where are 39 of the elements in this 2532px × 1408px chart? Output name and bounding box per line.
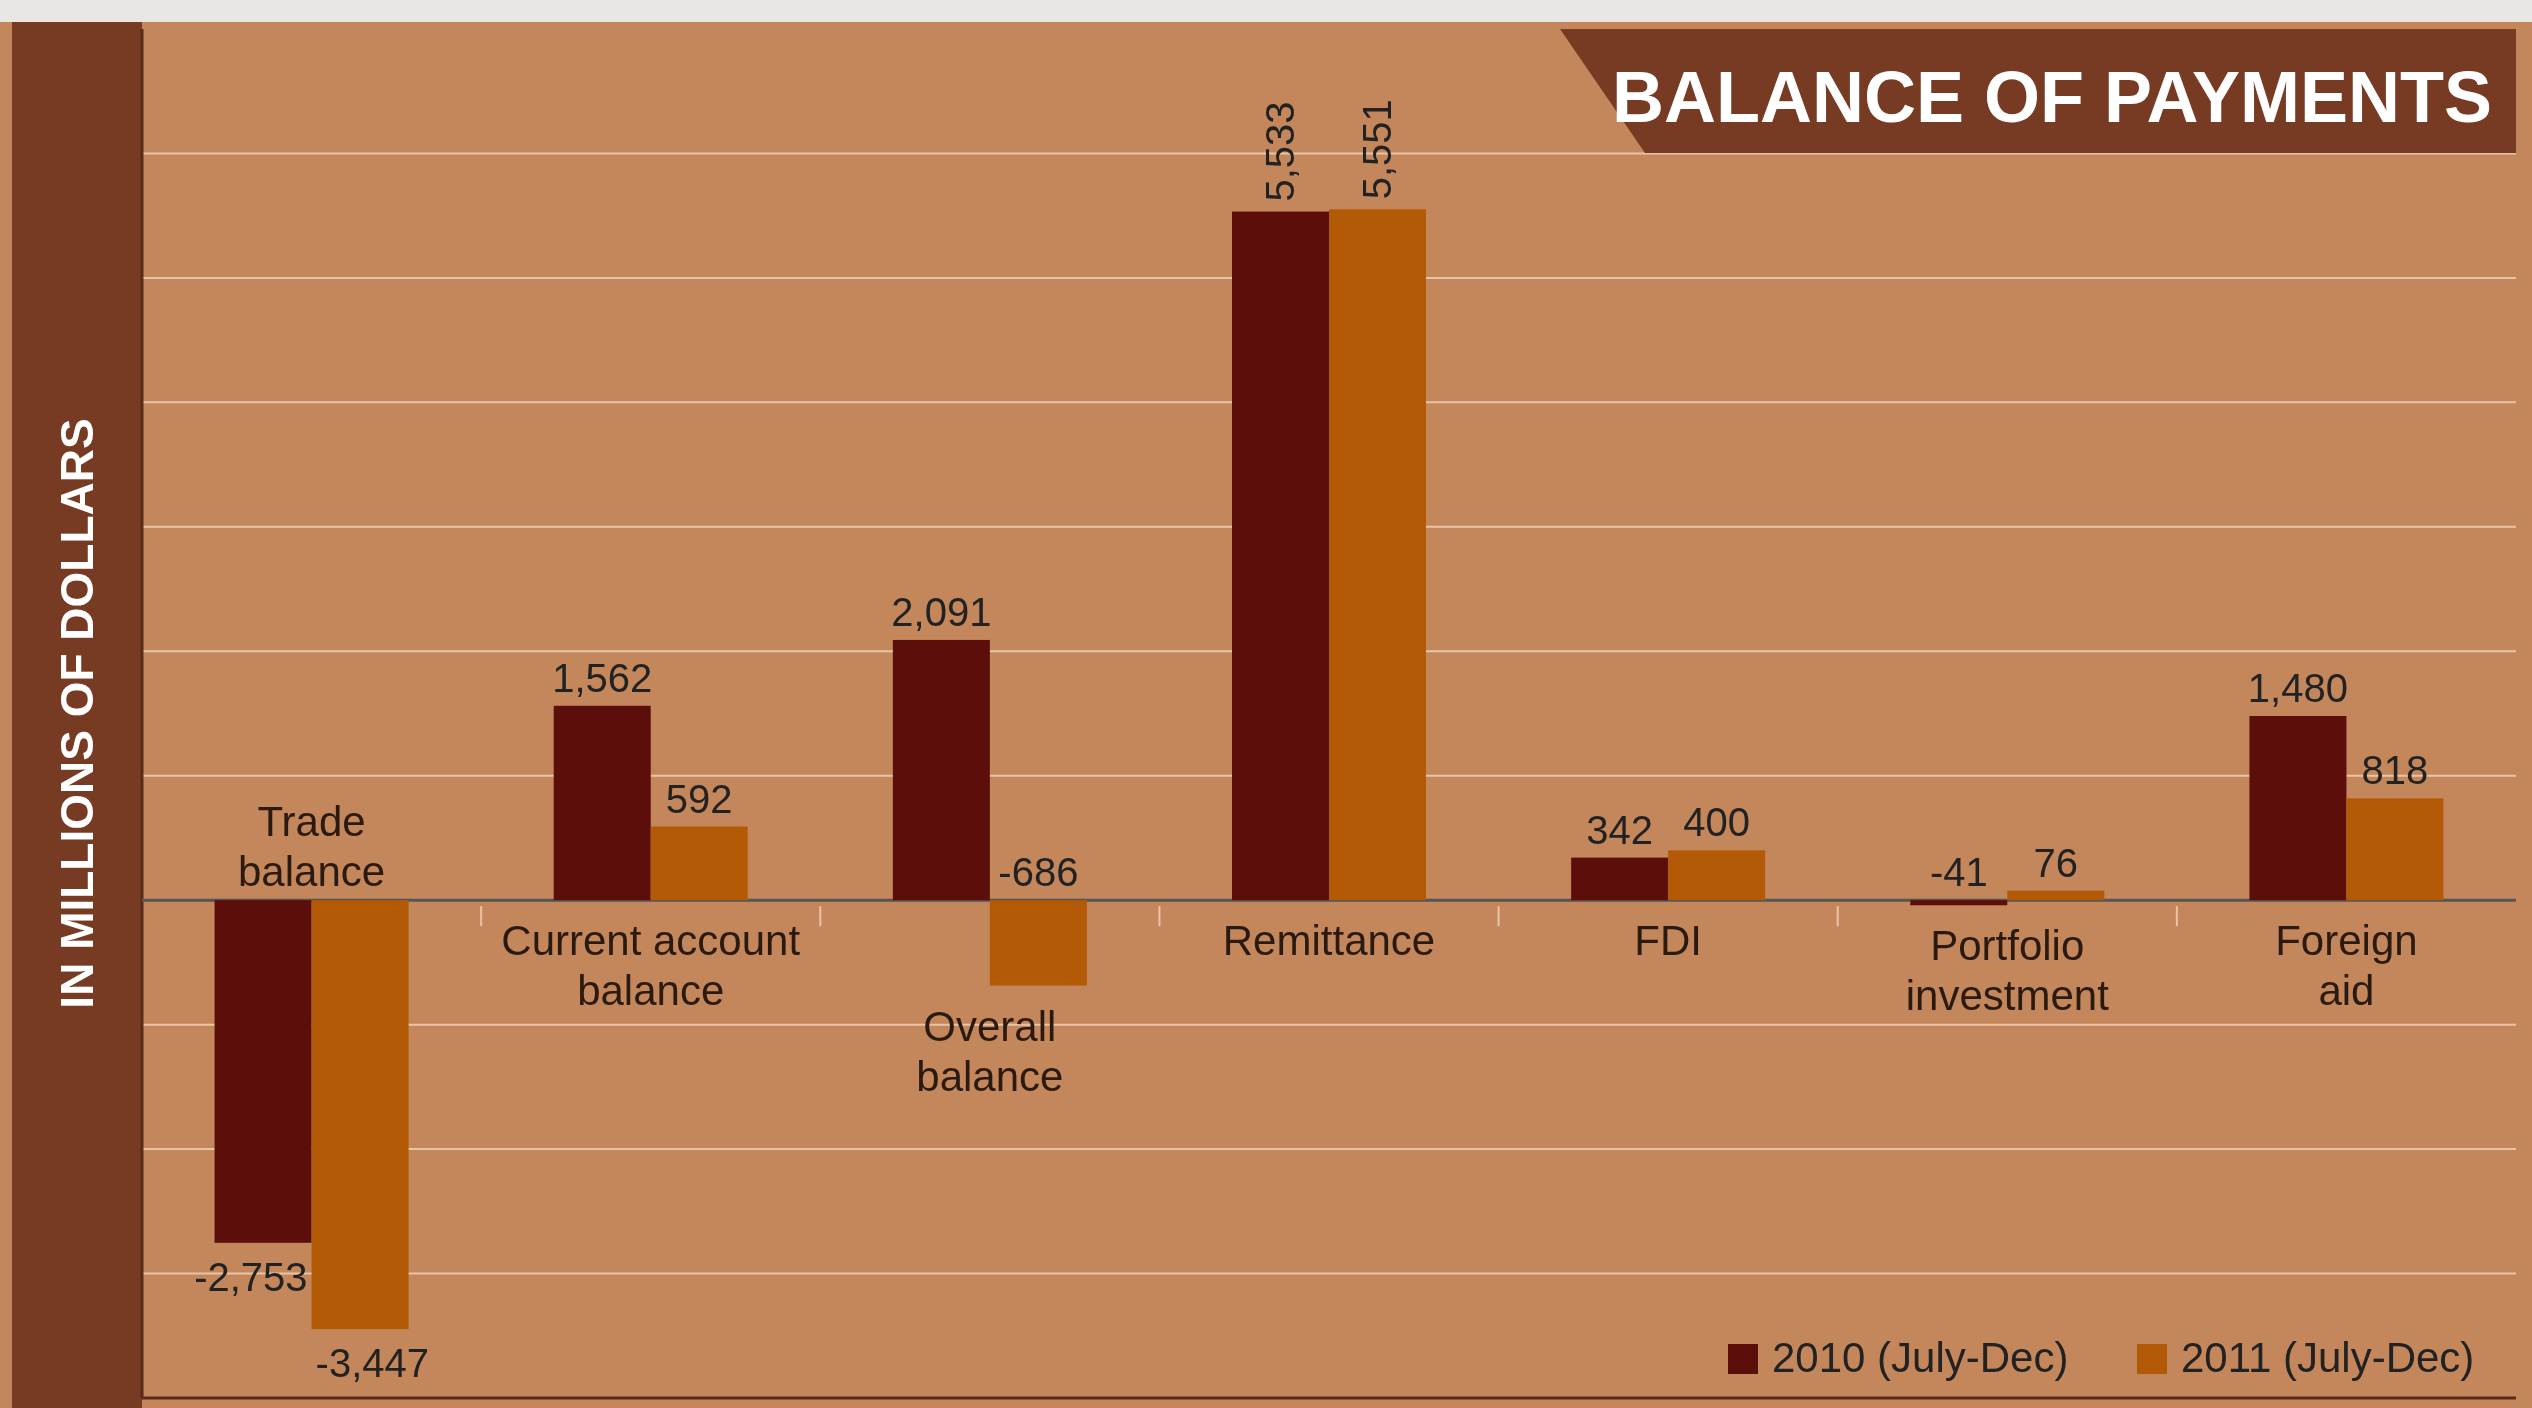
data-label: 400	[1683, 800, 1751, 845]
x-tick-label: Current account balance	[501, 917, 801, 1015]
x-tick-label: Portfolio investment	[1905, 922, 2110, 1020]
data-label: -41	[1929, 850, 1988, 895]
x-tick-label: Remittance	[1222, 917, 1436, 965]
x-tick-label: Foreign aid	[2275, 917, 2418, 1015]
data-label: 592	[665, 776, 733, 821]
bar	[1329, 209, 1426, 901]
data-label: 1,480	[2247, 665, 2348, 710]
bar	[1571, 857, 1669, 901]
data-label: 818	[2361, 748, 2429, 793]
bar	[1232, 211, 1329, 901]
bar	[2007, 890, 2105, 901]
bar	[2249, 715, 2347, 901]
bar	[311, 900, 409, 1330]
data-label: 5,533	[1257, 101, 1302, 202]
data-label: -2,753	[194, 1254, 308, 1299]
x-tick-label: FDI	[1634, 917, 1702, 965]
data-label: 76	[2033, 840, 2079, 885]
bar	[2346, 798, 2444, 901]
x-tick-label: Trade balance	[238, 798, 386, 896]
bar	[1910, 900, 2008, 906]
data-label: -686	[998, 850, 1079, 895]
y-axis-title: IN MILLIONS OF DOLLARS	[51, 418, 103, 1009]
data-label: 1,562	[552, 655, 653, 700]
bar	[1668, 850, 1766, 901]
bar	[553, 705, 651, 901]
data-label: 2,091	[891, 589, 992, 634]
chart-title: BALANCE OF PAYMENTS	[1611, 57, 2492, 137]
x-tick-label: Overall balance	[916, 1002, 1064, 1100]
legend-label: 2011 (July-Dec)	[2181, 1334, 2475, 1381]
bar	[214, 900, 312, 1243]
data-label: -3,447	[315, 1341, 429, 1386]
legend-label: 2010 (July-Dec)	[1772, 1334, 2069, 1381]
bar	[650, 826, 748, 901]
bar	[989, 900, 1087, 986]
data-label: 5,551	[1354, 99, 1399, 200]
bar	[892, 639, 990, 901]
data-label: 342	[1586, 807, 1654, 852]
